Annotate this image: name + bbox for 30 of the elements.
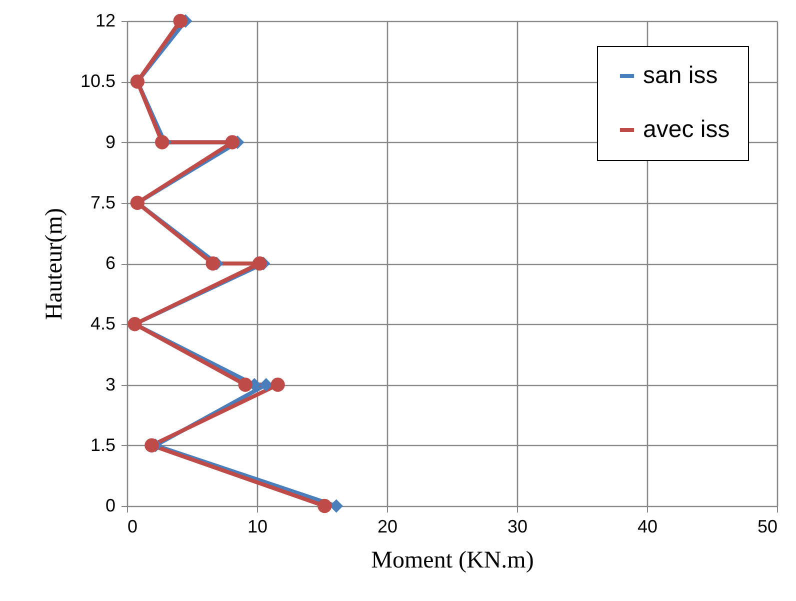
- y-tick-label: 4.5: [90, 314, 116, 334]
- point: [144, 438, 159, 452]
- x-tick-label: 10: [247, 516, 268, 536]
- x-tick-label: 50: [757, 516, 778, 536]
- point: [238, 378, 252, 392]
- point: [206, 256, 220, 271]
- y-tick-label: 0: [105, 496, 116, 516]
- point: [270, 378, 285, 392]
- x-tick-label: 20: [377, 516, 398, 536]
- point: [330, 499, 344, 513]
- x-tick-label: 0: [128, 516, 138, 536]
- y-axis-title: Hauteur(m): [41, 208, 68, 320]
- y-tick-label: 3: [105, 374, 116, 394]
- y-tick-label: 10.5: [80, 71, 116, 92]
- point: [173, 14, 188, 28]
- y-tick-label: 6: [105, 253, 116, 273]
- x-tick-label: 30: [507, 516, 528, 536]
- point: [252, 256, 267, 271]
- legend-label: avec iss: [643, 116, 730, 143]
- y-tick-label: 12: [95, 10, 116, 30]
- point: [318, 498, 332, 514]
- point: [225, 135, 240, 150]
- legend-label: san iss: [643, 62, 718, 89]
- y-tick-label: 7.5: [90, 192, 116, 212]
- x-tick-label: 40: [637, 516, 658, 536]
- point: [259, 378, 273, 392]
- x-axis-title: Moment (KN.m): [371, 548, 534, 574]
- y-tick-label: 9: [105, 132, 116, 152]
- y-tick-label: 1.5: [90, 434, 116, 455]
- point: [155, 135, 170, 150]
